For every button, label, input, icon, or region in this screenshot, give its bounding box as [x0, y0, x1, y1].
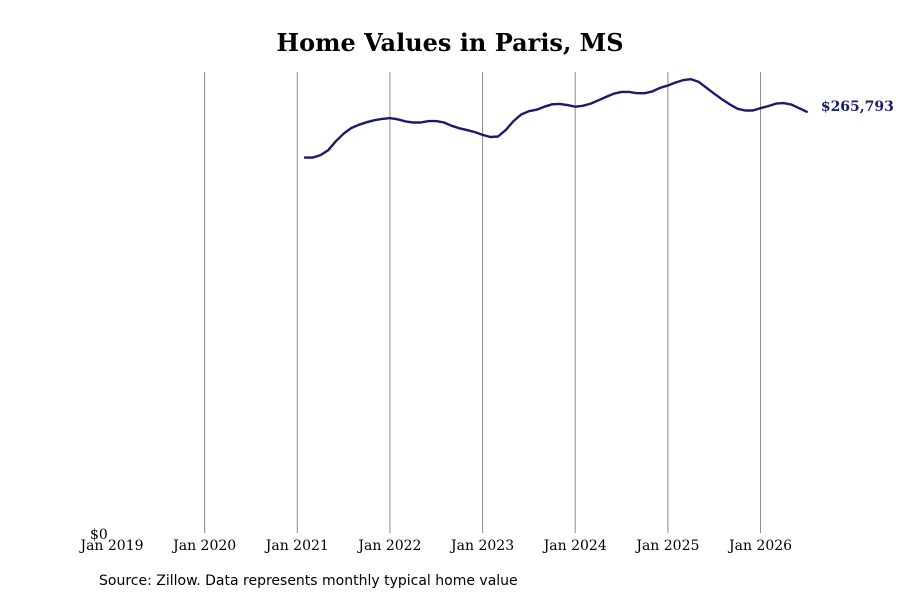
chart-title: Home Values in Paris, MS — [276, 28, 624, 57]
x-tick-label-2026: Jan 2026 — [727, 538, 792, 554]
series-layer — [303, 78, 808, 159]
gridlines — [204, 72, 762, 533]
x-tick-label-2023: Jan 2023 — [449, 538, 514, 554]
x-tick-label-2024: Jan 2024 — [542, 538, 607, 554]
y-tick-label-zero: $0 — [90, 527, 108, 543]
source-note: Source: Zillow. Data represents monthly … — [99, 573, 518, 589]
x-tick-label-2022: Jan 2022 — [356, 538, 421, 554]
end-value-label: $265,793 — [821, 99, 894, 115]
x-axis: Jan 2019 Jan 2020 Jan 2021 Jan 2022 Jan 2023… — [78, 538, 792, 554]
series-line-0 — [303, 78, 808, 159]
x-tick-label-2025: Jan 2025 — [634, 538, 699, 554]
x-tick-label-2021: Jan 2021 — [264, 538, 329, 554]
x-tick-label-2020: Jan 2020 — [171, 538, 236, 554]
x-tick-label-2019: Jan 2019 — [78, 538, 143, 554]
